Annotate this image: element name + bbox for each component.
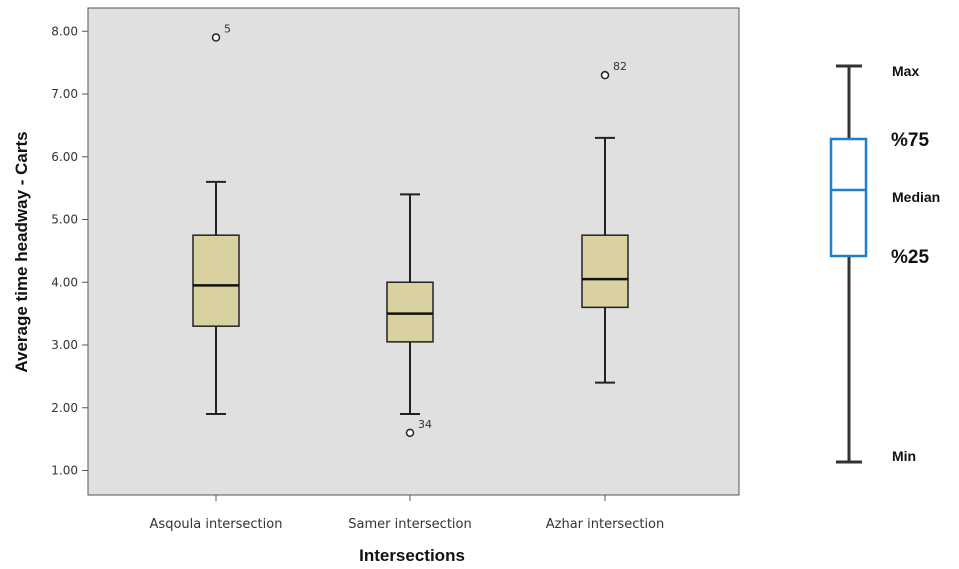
box-series: 5 34 82 <box>192 23 629 438</box>
x-tick-label: Asqoula intersection <box>150 517 283 532</box>
legend-box <box>829 137 868 258</box>
box-1: 5 <box>192 23 240 416</box>
outlier-label: 82 <box>613 60 627 73</box>
y-axis-title: Average time headway - Carts <box>12 131 31 372</box>
x-axis-title: Intersections <box>359 546 465 565</box>
outlier-label: 34 <box>418 418 432 431</box>
legend-max-label: Max <box>892 63 919 79</box>
x-tick-label: Azhar intersection <box>546 517 665 532</box>
y-tick-label: 2.00 <box>51 401 78 415</box>
x-axis: Asqoula intersection Samer intersection Az… <box>150 495 665 532</box>
y-tick-label: 1.00 <box>51 464 78 478</box>
legend-min-label: Min <box>892 448 916 464</box>
legend-median-label: Median <box>892 189 940 205</box>
legend-q3-label: %75 <box>891 130 929 151</box>
iqr-box <box>386 281 434 343</box>
box-2: 34 <box>386 193 434 438</box>
legend-q1-label: %25 <box>891 247 929 268</box>
y-tick-label: 7.00 <box>51 87 78 101</box>
x-tick-label: Samer intersection <box>348 517 471 532</box>
y-tick-label: 6.00 <box>51 150 78 164</box>
legend-diagram: Max %75 Median %25 Min <box>829 63 940 464</box>
iqr-box <box>192 234 240 327</box>
y-tick-label: 5.00 <box>51 213 78 227</box>
outlier-label: 5 <box>224 23 231 36</box>
plot-area <box>87 7 740 496</box>
y-tick-label: 4.00 <box>51 275 78 289</box>
y-tick-label: 3.00 <box>51 338 78 352</box>
outlier-point <box>405 428 415 438</box>
y-axis: 1.00 2.00 3.00 4.00 5.00 6.00 7.00 8.00 <box>51 24 88 478</box>
outlier-point <box>211 33 221 42</box>
iqr-box <box>581 234 629 309</box>
box-3: 82 <box>581 60 629 384</box>
outlier-point <box>600 70 610 80</box>
y-tick-label: 8.00 <box>51 24 78 38</box>
